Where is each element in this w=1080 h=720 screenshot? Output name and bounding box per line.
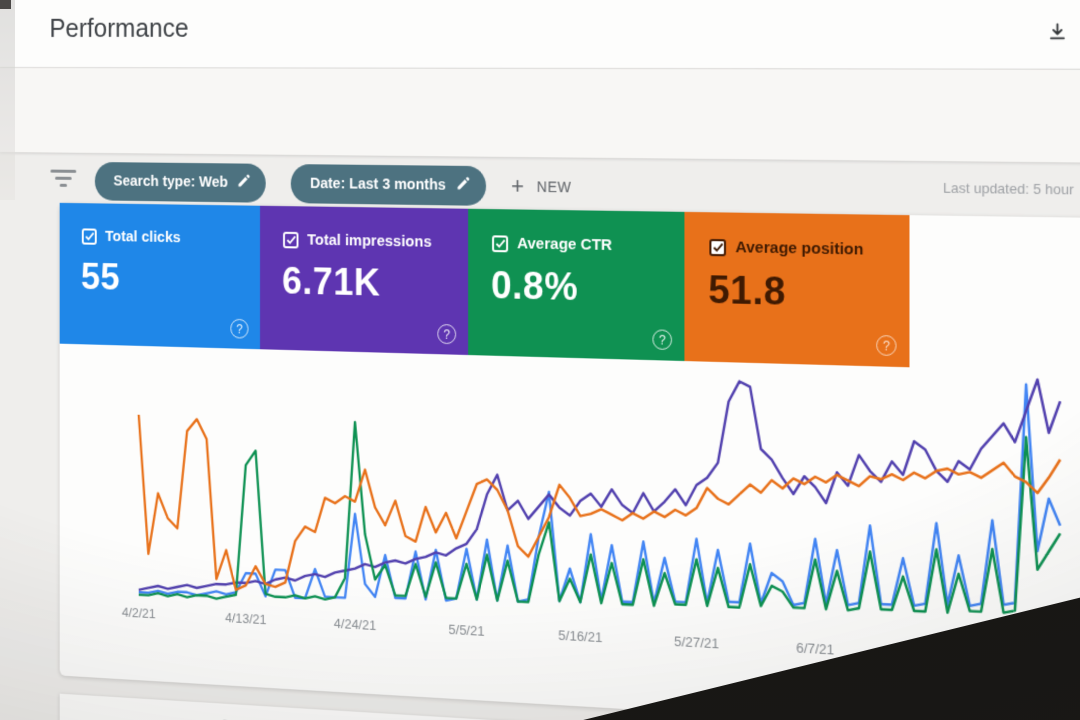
metric-value: 51.8 [708, 267, 786, 314]
edit-pencil-icon [237, 174, 251, 193]
checkbox-checked-icon[interactable] [709, 238, 727, 256]
checkbox-checked-icon[interactable] [283, 231, 299, 248]
filter-toolbar: Search type: Web Date: Last 3 months + NE… [0, 68, 1080, 206]
metric-card-clicks[interactable]: Total clicks 55? [59, 202, 261, 350]
metric-card-impressions[interactable]: Total impressions 6.71K? [260, 205, 469, 356]
metric-value: 0.8% [491, 263, 579, 309]
metric-card-header: Total impressions [283, 231, 432, 251]
photo-corner-shadow [0, 0, 11, 9]
series-line-ctr [139, 407, 1060, 641]
new-filter-button[interactable]: + NEW [505, 169, 578, 204]
metric-card-header: Average position [709, 238, 863, 259]
metric-card-header: Average CTR [492, 234, 612, 254]
checkbox-checked-icon[interactable] [81, 227, 97, 245]
metric-label: Total clicks [105, 227, 181, 247]
new-filter-label: NEW [536, 178, 572, 196]
help-icon[interactable]: ? [437, 323, 457, 345]
performance-chart-panel: Total clicks 55? Total impressions 6.71K? Av… [59, 202, 1080, 720]
metric-label: Total impressions [307, 231, 432, 251]
help-icon[interactable]: ? [230, 318, 249, 339]
metric-label: Average CTR [517, 234, 613, 255]
download-icon [1046, 21, 1067, 47]
filter-list-icon[interactable] [50, 169, 78, 190]
edit-pencil-icon [456, 176, 470, 195]
plus-icon: + [511, 172, 525, 200]
metric-card-header: Total clicks [81, 227, 181, 247]
checkbox-checked-icon[interactable] [492, 234, 509, 252]
metric-value: 55 [80, 255, 121, 298]
timeseries-chart[interactable]: 4/2/21 4/13/21 4/24/21 5/5/21 5/16/21 5/27/21… [122, 345, 1080, 714]
filter-chip-search-type[interactable]: Search type: Web [94, 162, 267, 203]
export-download-button[interactable] [1041, 19, 1072, 50]
filter-chip-date[interactable]: Date: Last 3 months [290, 164, 486, 206]
chip-label: Search type: Web [113, 173, 228, 191]
page-title: Performance [49, 12, 189, 43]
metric-value: 6.71K [282, 259, 381, 304]
metric-card-ctr[interactable]: Average CTR 0.8%? [468, 208, 685, 362]
x-axis-label: 4/2/21 [121, 604, 156, 622]
last-updated-text: Last updated: 5 hour [942, 179, 1074, 198]
metric-card-position[interactable]: Average position 51.8? [684, 211, 910, 368]
chip-label: Date: Last 3 months [310, 175, 446, 194]
help-icon[interactable]: ? [652, 329, 673, 351]
metric-label: Average position [735, 238, 864, 259]
window-edge [0, 0, 15, 200]
app-header: Performance [0, 0, 1080, 70]
help-icon[interactable]: ? [876, 334, 897, 357]
